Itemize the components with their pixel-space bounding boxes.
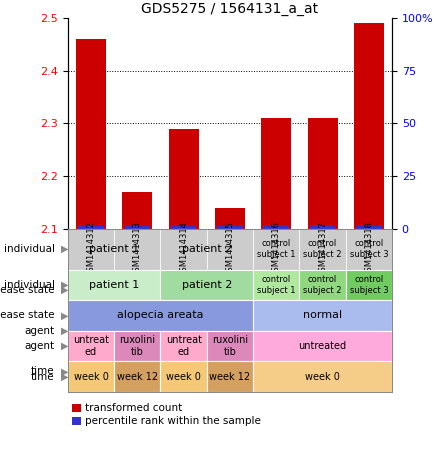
Text: ▶: ▶: [60, 366, 68, 376]
Text: patient 2: patient 2: [182, 244, 232, 254]
Text: ruxolini
tib: ruxolini tib: [119, 335, 155, 357]
Text: control
subject 3: control subject 3: [350, 240, 388, 259]
Text: ▶: ▶: [60, 280, 68, 290]
Text: disease state: disease state: [0, 285, 55, 295]
Bar: [76, 39, 106, 229]
Text: patient 1: patient 1: [89, 280, 139, 290]
Text: control
subject 1: control subject 1: [257, 240, 296, 259]
Text: transformed count: transformed count: [85, 403, 183, 413]
Text: disease state: disease state: [0, 310, 55, 320]
Text: ▶: ▶: [60, 244, 68, 254]
Bar: [171, 226, 196, 229]
Text: untreat
ed: untreat ed: [166, 320, 201, 342]
Text: week 0: week 0: [305, 371, 340, 381]
Text: time: time: [31, 366, 55, 376]
Text: control
subject 3: control subject 3: [350, 275, 388, 294]
Text: week 12: week 12: [117, 366, 158, 376]
Text: week 12: week 12: [117, 371, 158, 381]
Text: ▶: ▶: [60, 285, 68, 295]
Text: untreated: untreated: [298, 326, 346, 336]
Text: ▶: ▶: [60, 310, 68, 320]
Text: agent: agent: [25, 326, 55, 336]
Text: normal: normal: [303, 285, 342, 295]
Text: control
subject 1: control subject 1: [257, 275, 296, 294]
Bar: [215, 207, 245, 229]
Text: ▶: ▶: [60, 341, 68, 351]
Text: GSM1414314: GSM1414314: [179, 221, 188, 277]
Text: untreated: untreated: [298, 341, 346, 351]
Text: untreat
ed: untreat ed: [166, 335, 201, 357]
Text: week 12: week 12: [209, 371, 251, 381]
Text: ▶: ▶: [60, 326, 68, 336]
Text: GSM1414312: GSM1414312: [87, 221, 95, 277]
Bar: [122, 192, 152, 229]
Text: GSM1414313: GSM1414313: [133, 221, 142, 277]
Text: untreat
ed: untreat ed: [73, 320, 109, 342]
Text: patient 1: patient 1: [89, 244, 139, 254]
Text: agent: agent: [25, 341, 55, 351]
Bar: [169, 129, 199, 229]
Text: time: time: [31, 371, 55, 381]
Text: patient 2: patient 2: [182, 280, 232, 290]
Text: GSM1414315: GSM1414315: [226, 221, 234, 277]
Text: week 12: week 12: [209, 366, 251, 376]
Text: individual: individual: [4, 280, 55, 290]
Bar: [264, 226, 289, 229]
Text: alopecia areata: alopecia areata: [117, 310, 204, 320]
Bar: [261, 118, 291, 229]
Text: GSM1414318: GSM1414318: [364, 221, 373, 277]
Text: ruxolini
tib: ruxolini tib: [212, 320, 248, 342]
Text: untreat
ed: untreat ed: [73, 335, 109, 357]
Bar: [78, 226, 104, 229]
Text: week 0: week 0: [166, 371, 201, 381]
Text: control
subject 2: control subject 2: [303, 275, 342, 294]
Text: GSM1414317: GSM1414317: [318, 221, 327, 277]
Text: GSM1414316: GSM1414316: [272, 221, 281, 277]
Bar: [124, 226, 150, 229]
Text: ruxolini
tib: ruxolini tib: [212, 335, 248, 357]
Text: alopecia areata: alopecia areata: [117, 285, 204, 295]
Text: week 0: week 0: [305, 366, 340, 376]
Title: GDS5275 / 1564131_a_at: GDS5275 / 1564131_a_at: [141, 2, 318, 16]
Text: ▶: ▶: [60, 371, 68, 381]
Text: control
subject 2: control subject 2: [303, 240, 342, 259]
Text: week 0: week 0: [74, 366, 109, 376]
Text: week 0: week 0: [74, 371, 109, 381]
Bar: [307, 118, 338, 229]
Bar: [356, 226, 381, 229]
Text: normal: normal: [303, 310, 342, 320]
Bar: [310, 226, 336, 229]
Text: ruxolini
tib: ruxolini tib: [119, 320, 155, 342]
Text: individual: individual: [4, 244, 55, 254]
Bar: [354, 24, 384, 229]
Text: percentile rank within the sample: percentile rank within the sample: [85, 416, 261, 426]
Bar: [217, 226, 243, 229]
Text: week 0: week 0: [166, 366, 201, 376]
